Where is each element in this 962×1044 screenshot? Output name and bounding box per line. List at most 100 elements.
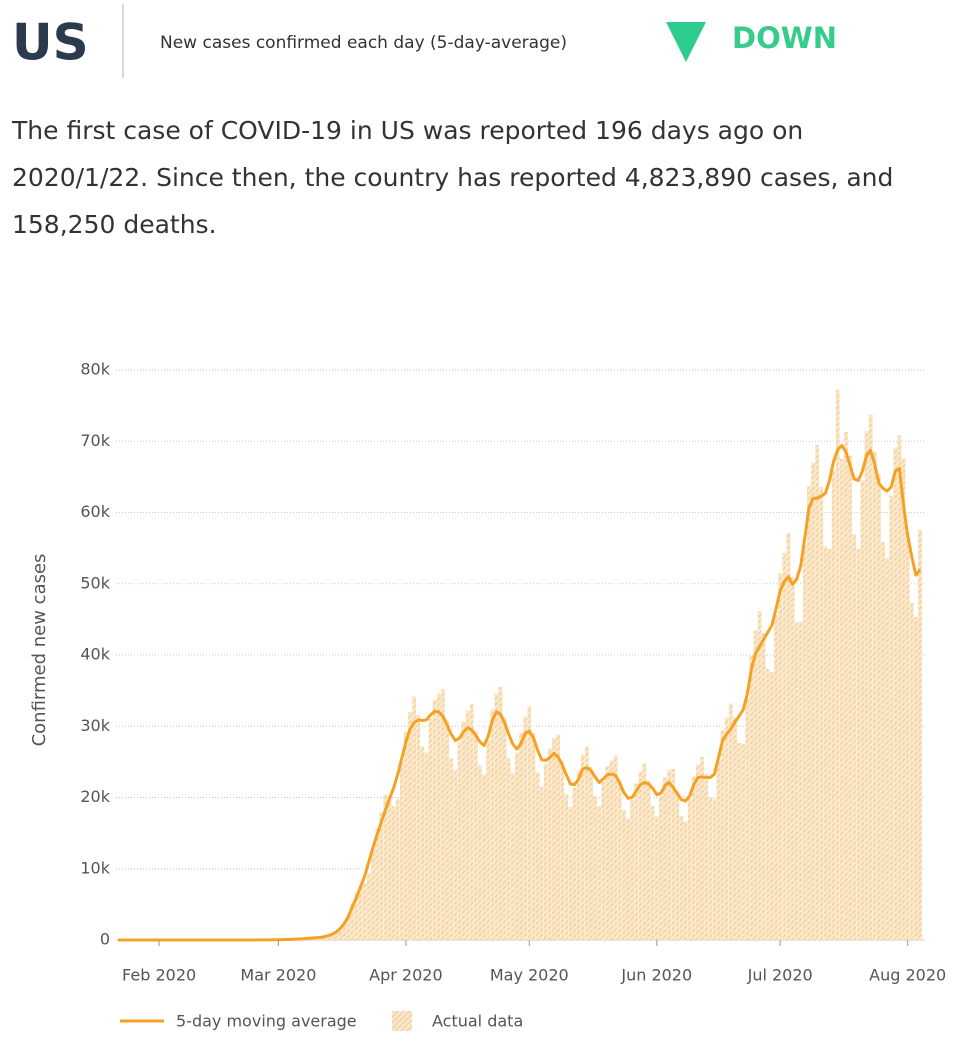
y-tick-label: 30k	[80, 716, 110, 735]
bar	[539, 786, 544, 941]
bar	[642, 763, 647, 941]
bar	[626, 819, 630, 941]
bar	[437, 693, 441, 941]
bar	[868, 414, 873, 941]
bar	[794, 622, 799, 941]
bar	[712, 798, 717, 941]
bar	[449, 758, 453, 941]
y-tick-label: 80k	[80, 360, 110, 379]
bar	[659, 795, 663, 941]
bar	[778, 573, 782, 941]
bar	[827, 549, 832, 941]
bar	[872, 451, 877, 941]
bar	[617, 779, 622, 941]
bar	[453, 770, 458, 941]
bar	[531, 733, 536, 941]
bar	[634, 783, 639, 941]
bar	[387, 795, 392, 941]
bar	[457, 742, 462, 941]
bar	[576, 770, 581, 941]
subtitle: New cases confirmed each day (5-day-aver…	[160, 33, 567, 53]
bar	[580, 755, 585, 941]
bar	[506, 758, 511, 941]
bar	[498, 686, 503, 941]
bar	[823, 546, 828, 941]
bar	[708, 796, 713, 941]
bar	[770, 672, 774, 941]
x-tick-label: Mar 2020	[240, 966, 316, 985]
x-tick-label: Jun 2020	[620, 966, 692, 985]
bar	[885, 558, 889, 941]
bar	[733, 717, 737, 941]
bar	[395, 799, 400, 941]
bar	[375, 829, 379, 941]
bar	[362, 883, 367, 941]
bar	[622, 810, 626, 941]
y-tick-label: 0	[100, 930, 110, 949]
bar	[416, 715, 421, 941]
bar	[564, 794, 569, 941]
y-tick-label: 20k	[80, 787, 110, 806]
x-tick-label: Aug 2020	[869, 966, 946, 985]
bar	[667, 769, 671, 941]
bar	[860, 480, 865, 941]
legend-label: Actual data	[432, 1012, 523, 1031]
bar	[428, 719, 433, 941]
bar	[338, 930, 342, 941]
bar	[420, 746, 425, 941]
bar	[609, 760, 614, 941]
bar	[877, 474, 881, 941]
bar	[601, 782, 606, 941]
bar	[766, 668, 770, 941]
bar	[515, 752, 519, 941]
bar	[696, 764, 700, 941]
bar	[905, 532, 910, 941]
bar	[798, 621, 803, 941]
bar	[757, 611, 762, 941]
bar	[914, 617, 918, 941]
bar	[519, 733, 523, 941]
bar	[831, 470, 836, 941]
bar	[782, 552, 787, 941]
bar	[893, 447, 898, 941]
bar	[737, 742, 741, 941]
bar	[379, 812, 384, 941]
bar	[909, 602, 914, 941]
bar	[613, 755, 618, 941]
bar	[638, 772, 643, 941]
bar	[815, 445, 819, 941]
bar	[408, 712, 412, 941]
bar	[889, 495, 894, 941]
y-axis-label: Confirmed new cases	[29, 554, 50, 747]
bar	[482, 774, 486, 941]
bar	[511, 773, 515, 941]
bar	[543, 763, 548, 941]
bar	[383, 794, 388, 941]
bar	[700, 757, 704, 941]
trend-icon	[666, 22, 706, 62]
bar	[848, 455, 852, 941]
bar	[367, 873, 371, 941]
bar	[840, 458, 844, 941]
bar	[399, 761, 404, 941]
bar	[548, 748, 552, 941]
bar	[852, 534, 856, 941]
y-tick-label: 70k	[80, 431, 110, 450]
page-title: US	[12, 14, 89, 72]
bar	[404, 731, 408, 941]
legend-swatch	[392, 1011, 412, 1031]
bar	[560, 761, 564, 941]
bar	[761, 633, 766, 941]
bar	[741, 744, 745, 941]
bar	[749, 655, 754, 941]
bar	[679, 816, 684, 941]
bar	[844, 431, 848, 941]
bar	[654, 816, 659, 941]
bar	[478, 765, 482, 941]
bar	[461, 721, 466, 941]
bar	[552, 738, 556, 941]
bar	[675, 790, 680, 941]
bar	[803, 545, 807, 941]
